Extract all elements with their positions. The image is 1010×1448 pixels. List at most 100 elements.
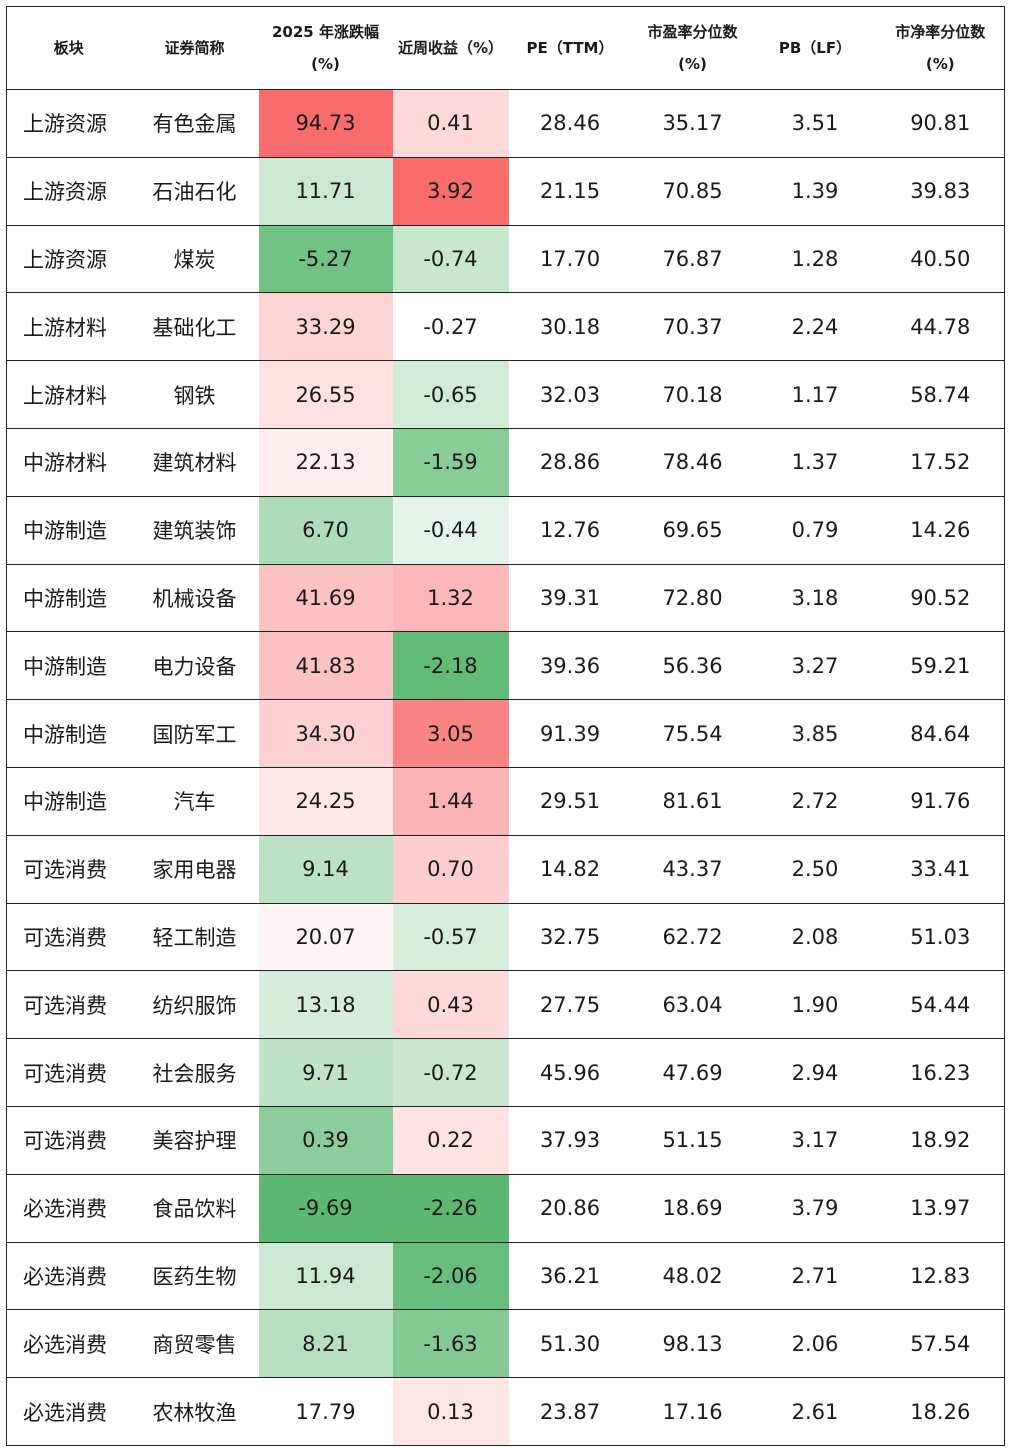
cell-pe: 23.87 [508, 1377, 632, 1446]
cell-pe-pct: 78.46 [631, 428, 754, 497]
cell-ret2025: 34.30 [258, 699, 393, 768]
cell-sector: 中游制造 [6, 699, 131, 768]
cell-weekly: 0.70 [392, 835, 509, 904]
cell-name: 建筑装饰 [130, 496, 259, 565]
cell-name: 家用电器 [130, 835, 259, 904]
table-row: 上游资源 煤炭 -5.27 -0.74 17.70 76.87 1.28 40.50 [6, 225, 1005, 294]
cell-pb-pct: 90.52 [876, 564, 1005, 633]
col-header-name: 证券简称 [130, 6, 259, 90]
cell-ret2025: 20.07 [258, 903, 393, 972]
cell-pb: 2.06 [753, 1309, 877, 1379]
cell-pb-pct: 91.76 [876, 767, 1005, 836]
col-header-ret2025: 2025 年涨跌幅 (%) [258, 6, 393, 90]
cell-sector: 中游制造 [6, 767, 131, 836]
cell-pb: 1.37 [753, 428, 877, 497]
cell-ret2025: 17.79 [258, 1377, 393, 1446]
cell-sector: 中游制造 [6, 564, 131, 633]
cell-pb-pct: 54.44 [876, 970, 1005, 1040]
col-header-pb: PB（LF） [753, 6, 877, 90]
cell-pe-pct: 62.72 [631, 903, 754, 972]
cell-sector: 必选消费 [6, 1174, 131, 1243]
cell-sector: 必选消费 [6, 1377, 131, 1446]
col-header-pe-pct: 市盈率分位数 (%) [631, 6, 754, 90]
cell-pb: 3.27 [753, 631, 877, 701]
table-row: 可选消费 纺织服饰 13.18 0.43 27.75 63.04 1.90 54.44 [6, 970, 1005, 1040]
cell-ret2025: 11.71 [258, 157, 393, 226]
cell-pb: 2.50 [753, 835, 877, 904]
cell-pb-pct: 33.41 [876, 835, 1005, 904]
cell-pe: 27.75 [508, 970, 632, 1040]
cell-pe-pct: 76.87 [631, 225, 754, 294]
cell-pb-pct: 14.26 [876, 496, 1005, 565]
cell-sector: 上游资源 [6, 225, 131, 294]
cell-weekly: -0.74 [392, 225, 509, 294]
table-row: 中游制造 机械设备 41.69 1.32 39.31 72.80 3.18 90.52 [6, 564, 1005, 633]
cell-pe: 45.96 [508, 1038, 632, 1107]
cell-pb-pct: 16.23 [876, 1038, 1005, 1107]
cell-sector: 中游制造 [6, 631, 131, 701]
cell-pe: 17.70 [508, 225, 632, 294]
cell-pe-pct: 47.69 [631, 1038, 754, 1107]
cell-pe: 37.93 [508, 1106, 632, 1175]
table-row: 可选消费 社会服务 9.71 -0.72 45.96 47.69 2.94 16.23 [6, 1038, 1005, 1107]
cell-weekly: 3.05 [392, 699, 509, 768]
cell-weekly: 3.92 [392, 157, 509, 226]
table-row: 必选消费 商贸零售 8.21 -1.63 51.30 98.13 2.06 57.54 [6, 1309, 1005, 1379]
cell-pe-pct: 72.80 [631, 564, 754, 633]
cell-ret2025: 22.13 [258, 428, 393, 497]
cell-pe-pct: 35.17 [631, 89, 754, 158]
cell-pb-pct: 84.64 [876, 699, 1005, 768]
cell-name: 汽车 [130, 767, 259, 836]
cell-weekly: -2.06 [392, 1242, 509, 1311]
cell-pe: 28.46 [508, 89, 632, 158]
cell-sector: 中游材料 [6, 428, 131, 497]
cell-weekly: -0.65 [392, 360, 509, 429]
cell-pe-pct: 75.54 [631, 699, 754, 768]
cell-pb: 2.61 [753, 1377, 877, 1446]
cell-pb: 2.94 [753, 1038, 877, 1107]
table-row: 可选消费 家用电器 9.14 0.70 14.82 43.37 2.50 33.41 [6, 835, 1005, 904]
cell-pe: 36.21 [508, 1242, 632, 1311]
cell-pe: 30.18 [508, 292, 632, 362]
cell-name: 有色金属 [130, 89, 259, 158]
col-header-line: (%) [311, 55, 340, 73]
cell-ret2025: 24.25 [258, 767, 393, 836]
cell-pb-pct: 17.52 [876, 428, 1005, 497]
col-header-pb-pct: 市净率分位数 (%) [876, 6, 1005, 90]
cell-name: 农林牧渔 [130, 1377, 259, 1446]
cell-pe-pct: 43.37 [631, 835, 754, 904]
cell-pe: 32.03 [508, 360, 632, 429]
cell-ret2025: 33.29 [258, 292, 393, 362]
col-header-line: (%) [925, 55, 955, 73]
cell-weekly: 0.22 [392, 1106, 509, 1175]
cell-name: 商贸零售 [130, 1309, 259, 1379]
cell-pe: 28.86 [508, 428, 632, 497]
col-header-line: (%) [678, 55, 707, 73]
cell-pe-pct: 98.13 [631, 1309, 754, 1379]
col-header-line: 2025 年涨跌幅 [272, 23, 379, 41]
cell-pb: 0.79 [753, 496, 877, 565]
cell-pb: 3.85 [753, 699, 877, 768]
cell-weekly: -0.57 [392, 903, 509, 972]
cell-weekly: -2.26 [392, 1174, 509, 1243]
cell-pb-pct: 39.83 [876, 157, 1005, 226]
cell-pb: 1.17 [753, 360, 877, 429]
table-row: 必选消费 食品饮料 -9.69 -2.26 20.86 18.69 3.79 13.97 [6, 1174, 1005, 1243]
cell-pb-pct: 40.50 [876, 225, 1005, 294]
cell-pb-pct: 13.97 [876, 1174, 1005, 1243]
table-body: 上游资源 有色金属 94.73 0.41 28.46 35.17 3.51 90.81 上游资源… [6, 89, 1005, 1446]
cell-pb: 2.24 [753, 292, 877, 362]
table-row: 中游材料 建筑材料 22.13 -1.59 28.86 78.46 1.37 17.52 [6, 428, 1005, 497]
cell-weekly: 0.13 [392, 1377, 509, 1446]
cell-ret2025: 41.69 [258, 564, 393, 633]
cell-pe-pct: 18.69 [631, 1174, 754, 1243]
col-header-line: 市盈率分位数 [647, 23, 738, 41]
cell-weekly: -1.59 [392, 428, 509, 497]
cell-name: 电力设备 [130, 631, 259, 701]
cell-pb-pct: 57.54 [876, 1309, 1005, 1379]
cell-pe: 39.31 [508, 564, 632, 633]
cell-pb: 3.17 [753, 1106, 877, 1175]
cell-sector: 必选消费 [6, 1309, 131, 1379]
cell-pe: 14.82 [508, 835, 632, 904]
cell-pe-pct: 70.18 [631, 360, 754, 429]
